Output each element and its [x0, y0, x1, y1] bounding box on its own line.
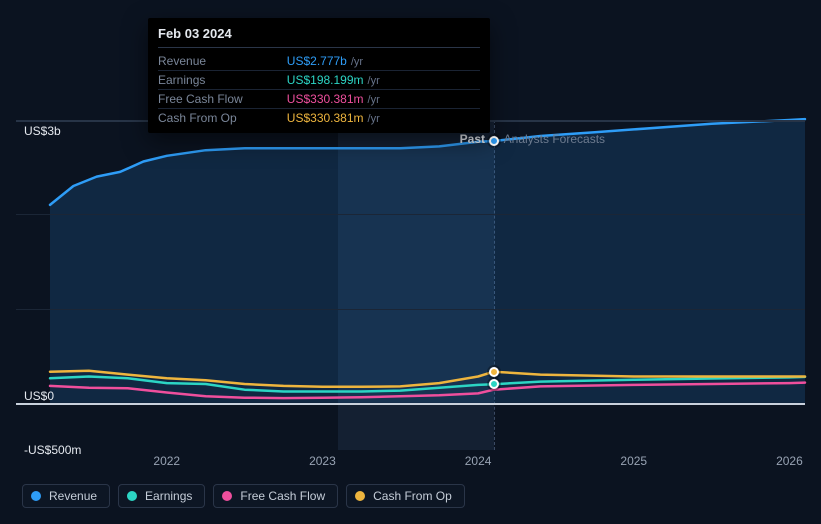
legend-item-earnings[interactable]: Earnings — [118, 484, 205, 508]
legend-item-revenue[interactable]: Revenue — [22, 484, 110, 508]
tooltip-value-cell: US$2.777b/yr — [287, 52, 480, 71]
gridline — [16, 214, 805, 215]
earnings-marker — [489, 379, 499, 389]
tooltip-table: RevenueUS$2.777b/yrEarningsUS$198.199m/y… — [158, 52, 480, 127]
tooltip-suffix: /yr — [364, 75, 380, 87]
tooltip-metric: Free Cash Flow — [158, 90, 287, 109]
tooltip-value-cell: US$198.199m/yr — [287, 71, 480, 90]
x-axis-label: 2024 — [465, 454, 492, 468]
past-label: Past — [460, 132, 485, 146]
tooltip-date: Feb 03 2024 — [158, 26, 480, 48]
x-axis-label: 2026 — [776, 454, 803, 468]
legend-item-cfo[interactable]: Cash From Op — [346, 484, 465, 508]
fcf-legend-dot — [222, 491, 232, 501]
tooltip-value: US$330.381m — [287, 92, 364, 106]
y-axis-label: US$3b — [24, 124, 61, 138]
tooltip-value-cell: US$330.381m/yr — [287, 109, 480, 128]
tooltip-row: RevenueUS$2.777b/yr — [158, 52, 480, 71]
financials-chart: Feb 03 2024 RevenueUS$2.777b/yrEarningsU… — [0, 0, 821, 524]
plot-area[interactable]: Past Analysts Forecasts — [16, 120, 805, 450]
revenue-marker — [489, 136, 499, 146]
x-axis-label: 2025 — [620, 454, 647, 468]
x-axis-label: 2023 — [309, 454, 336, 468]
gridline — [16, 309, 805, 310]
legend-label: Free Cash Flow — [240, 489, 325, 503]
revenue-legend-dot — [31, 491, 41, 501]
tooltip-value: US$2.777b — [287, 54, 347, 68]
chart-legend: Revenue Earnings Free Cash Flow Cash From O… — [22, 484, 465, 508]
legend-item-fcf[interactable]: Free Cash Flow — [213, 484, 338, 508]
x-axis-label: 2022 — [153, 454, 180, 468]
chart-svg — [16, 120, 805, 450]
legend-label: Revenue — [49, 489, 97, 503]
tooltip-metric: Revenue — [158, 52, 287, 71]
cfo-legend-dot — [355, 491, 365, 501]
gridline — [16, 403, 805, 405]
legend-label: Earnings — [145, 489, 192, 503]
tooltip-value: US$198.199m — [287, 73, 364, 87]
tooltip-suffix: /yr — [347, 56, 363, 68]
tooltip-suffix: /yr — [364, 94, 380, 106]
y-axis-label: -US$500m — [24, 443, 81, 457]
chart-tooltip: Feb 03 2024 RevenueUS$2.777b/yrEarningsU… — [148, 18, 490, 133]
tooltip-value-cell: US$330.381m/yr — [287, 90, 480, 109]
tooltip-row: EarningsUS$198.199m/yr — [158, 71, 480, 90]
tooltip-suffix: /yr — [364, 113, 380, 125]
revenue-area — [50, 119, 805, 403]
tooltip-row: Free Cash FlowUS$330.381m/yr — [158, 90, 480, 109]
tooltip-metric: Cash From Op — [158, 109, 287, 128]
forecast-label: Analysts Forecasts — [504, 132, 605, 146]
legend-label: Cash From Op — [373, 489, 452, 503]
cfo-marker — [489, 367, 499, 377]
earnings-legend-dot — [127, 491, 137, 501]
tooltip-metric: Earnings — [158, 71, 287, 90]
tooltip-value: US$330.381m — [287, 111, 364, 125]
y-axis-label: US$0 — [24, 389, 54, 403]
tooltip-row: Cash From OpUS$330.381m/yr — [158, 109, 480, 128]
